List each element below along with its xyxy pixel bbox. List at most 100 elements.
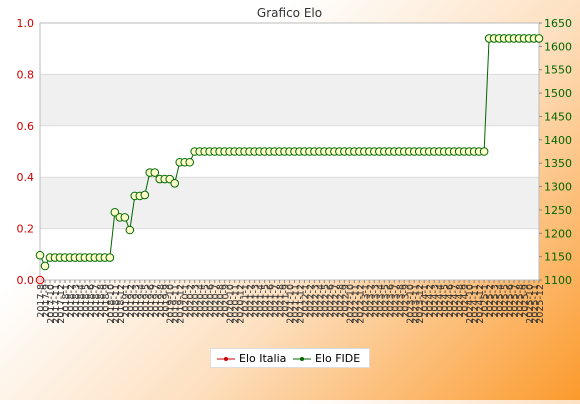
right-tick-label: 1550 bbox=[544, 64, 572, 77]
data-point-elo-fide bbox=[185, 157, 194, 167]
x-tick-label: 2020-9 bbox=[221, 284, 232, 318]
left-tick-label: 0.2 bbox=[17, 223, 35, 236]
x-tick-label: 2017-11 bbox=[51, 284, 62, 324]
x-tick-label: 2023-7 bbox=[390, 284, 401, 318]
data-point-elo-fide bbox=[534, 34, 544, 43]
right-tick-label: 1300 bbox=[544, 181, 572, 194]
data-point-elo-italia bbox=[35, 275, 45, 285]
x-tick-label: 2025-10 bbox=[525, 284, 536, 324]
x-tick-label: 2025-2 bbox=[485, 284, 496, 318]
data-point-elo-fide bbox=[140, 190, 150, 200]
x-tick-label: 2023-6 bbox=[385, 284, 396, 318]
x-tick-label: 2019-1 bbox=[121, 284, 132, 318]
x-tick-label: 2021-8 bbox=[276, 284, 287, 318]
x-tick-label: 2020-3 bbox=[191, 284, 202, 318]
x-tick-label: 2021-12 bbox=[295, 284, 306, 324]
data-point-elo-fide bbox=[110, 207, 120, 217]
x-tick-label: 2024-8 bbox=[455, 284, 466, 318]
x-tick-label: 2023-1 bbox=[360, 284, 371, 318]
x-tick-label: 2020-7 bbox=[211, 284, 222, 318]
x-tick-label: 2023-10 bbox=[405, 284, 416, 324]
right-tick-label: 1150 bbox=[544, 251, 572, 264]
x-tick-label: 2018-2 bbox=[66, 284, 77, 318]
x-tick-label: 2021-5 bbox=[261, 284, 272, 318]
x-tick-label: 2022-4 bbox=[315, 284, 326, 318]
x-tick-label: 2022-10 bbox=[345, 284, 356, 324]
x-tick-label: 2020-12 bbox=[236, 284, 247, 324]
data-point-elo-fide bbox=[125, 225, 135, 235]
x-tick-label: 2022-8 bbox=[335, 284, 346, 318]
x-tick-label: 2022-1 bbox=[300, 284, 311, 318]
chart-title: Grafico Elo bbox=[257, 6, 322, 20]
x-tick-label: 2019-4 bbox=[136, 284, 147, 318]
x-tick-label: 2018-5 bbox=[81, 284, 92, 318]
x-tick-label: 2021-4 bbox=[256, 284, 267, 318]
x-tick-label: 2020-8 bbox=[216, 284, 227, 318]
right-tick-label: 1400 bbox=[544, 134, 572, 147]
x-tick-label: 2023-2 bbox=[365, 284, 376, 318]
left-tick-label: 0.0 bbox=[17, 274, 35, 287]
x-tick-label: 2019-3 bbox=[131, 284, 142, 318]
x-tick-label: 2019-8 bbox=[156, 284, 167, 318]
data-point-elo-fide bbox=[170, 178, 180, 188]
x-tick-label: 2024-1 bbox=[420, 284, 431, 318]
x-tick-label: 2017-8 bbox=[36, 284, 47, 318]
x-tick-label: 2021-11 bbox=[290, 284, 301, 324]
x-tick-label: 2019-5 bbox=[141, 284, 152, 318]
x-tick-label: 2019-7 bbox=[151, 284, 162, 318]
x-tick-label: 2022-11 bbox=[350, 284, 361, 324]
x-tick-label: 2025-3 bbox=[490, 284, 501, 318]
x-tick-label: 2023-8 bbox=[395, 284, 406, 318]
x-tick-label: 2017-10 bbox=[46, 284, 57, 324]
x-tick-label: 2021-3 bbox=[251, 284, 262, 318]
left-tick-label: 0.8 bbox=[17, 68, 35, 81]
x-tick-label: 2022-3 bbox=[310, 284, 321, 318]
x-tick-label: 2021-7 bbox=[271, 284, 282, 318]
legend: Elo Italia Elo FIDE bbox=[210, 348, 370, 368]
x-tick-label: 2020-2 bbox=[186, 284, 197, 318]
x-tick-label: 2017-9 bbox=[41, 284, 52, 318]
x-tick-label: 2025-4 bbox=[495, 284, 506, 318]
x-tick-label: 2018-1 bbox=[61, 284, 72, 318]
x-tick-label: 2018-6 bbox=[86, 284, 97, 318]
right-tick-label: 1250 bbox=[544, 204, 572, 217]
x-tick-label: 2021-10 bbox=[286, 284, 297, 324]
x-tick-label: 2022-2 bbox=[305, 284, 316, 318]
x-tick-label: 2025-9 bbox=[520, 284, 531, 318]
x-tick-label: 2019-9 bbox=[161, 284, 172, 318]
data-point-elo-fide bbox=[479, 147, 489, 156]
x-tick-label: 2023-9 bbox=[400, 284, 411, 318]
right-tick-label: 1650 bbox=[544, 17, 572, 30]
x-tick-label: 2024-11 bbox=[470, 284, 481, 324]
x-tick-label: 2023-11 bbox=[410, 284, 421, 324]
x-tick-label: 2025-1 bbox=[480, 284, 491, 318]
x-tick-label: 2022-7 bbox=[330, 284, 341, 318]
x-tick-label: 2018-8 bbox=[96, 284, 107, 318]
right-tick-label: 1200 bbox=[544, 227, 572, 240]
x-tick-label: 2020-10 bbox=[226, 284, 237, 324]
left-tick-label: 1.0 bbox=[17, 17, 35, 30]
x-tick-label: 2020-6 bbox=[206, 284, 217, 318]
x-tick-label: 2021-6 bbox=[266, 284, 277, 318]
right-tick-label: 1350 bbox=[544, 157, 572, 170]
x-tick-label: 2020-4 bbox=[196, 284, 207, 318]
x-tick-label: 2018-7 bbox=[91, 284, 102, 318]
legend-label-fide: Elo FIDE bbox=[315, 352, 361, 365]
right-tick-label: 1600 bbox=[544, 40, 572, 53]
x-tick-label: 2024-4 bbox=[435, 284, 446, 318]
x-tick-label: 2024-10 bbox=[465, 284, 476, 324]
x-tick-label: 2025-6 bbox=[505, 284, 516, 318]
legend-label-italia: Elo Italia bbox=[239, 352, 287, 365]
data-point-elo-fide bbox=[105, 253, 115, 262]
x-tick-label: 2018-10 bbox=[106, 284, 117, 324]
x-tick-label: 2020-11 bbox=[231, 284, 242, 324]
x-tick-label: 2022-5 bbox=[320, 284, 331, 318]
x-tick-label: 2023-3 bbox=[370, 284, 381, 318]
x-tick-label: 2022-12 bbox=[355, 284, 366, 324]
x-tick-label: 2024-2 bbox=[425, 284, 436, 318]
x-tick-label: 2025-8 bbox=[515, 284, 526, 318]
legend-swatch-italia bbox=[217, 357, 235, 361]
legend-swatch-fide bbox=[293, 357, 311, 361]
x-tick-label: 2018-4 bbox=[76, 284, 87, 318]
